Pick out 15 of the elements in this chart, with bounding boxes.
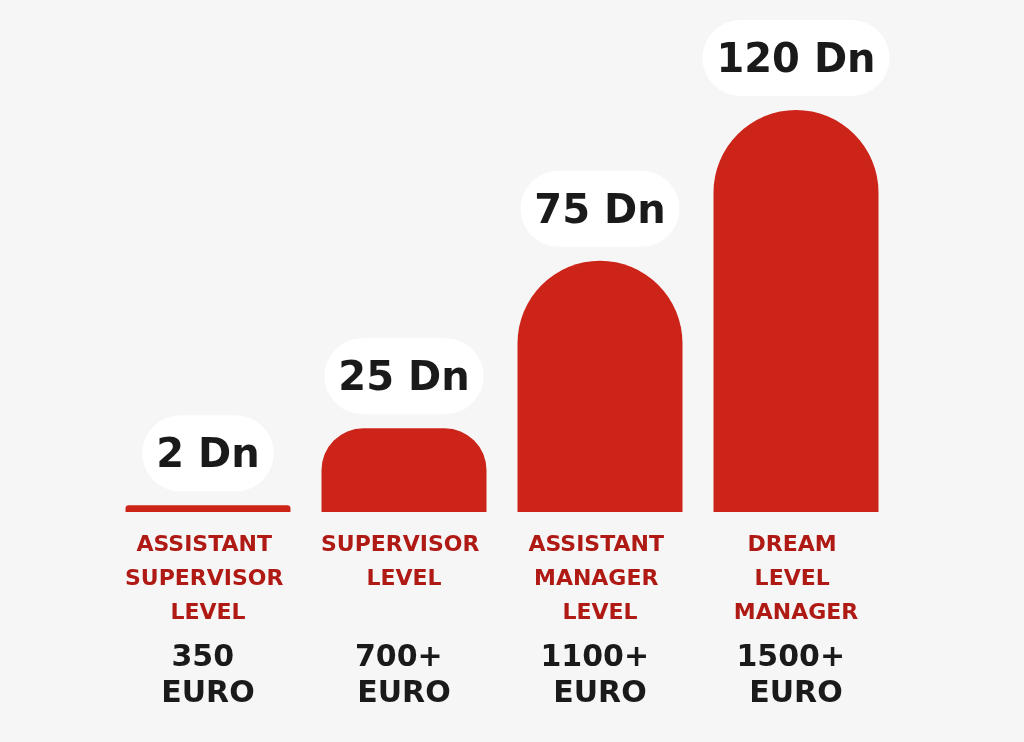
data-label: 2 Dn	[156, 430, 260, 477]
data-label: 120 Dn	[716, 35, 876, 81]
data-label: 25 Dn	[338, 353, 470, 400]
data-label: 75 Dn	[534, 185, 666, 232]
text: 350 EURO	[161, 637, 255, 709]
text: 1100+ EURO	[540, 637, 660, 709]
text: 1500+ EURO	[736, 637, 856, 709]
bar	[321, 428, 487, 512]
x-tick-label: DREAM LEVEL MANAGER	[733, 530, 859, 624]
x-tick-label: ASSISTANT MANAGER LEVEL	[528, 530, 672, 624]
x-tick-label: SUPERVISOR LEVEL	[320, 530, 488, 590]
bar	[125, 505, 291, 512]
x-tick-label: ASSISTANT SUPERVISOR LEVEL	[124, 530, 292, 624]
bar	[713, 110, 879, 512]
text: 700+ EURO	[354, 637, 454, 709]
